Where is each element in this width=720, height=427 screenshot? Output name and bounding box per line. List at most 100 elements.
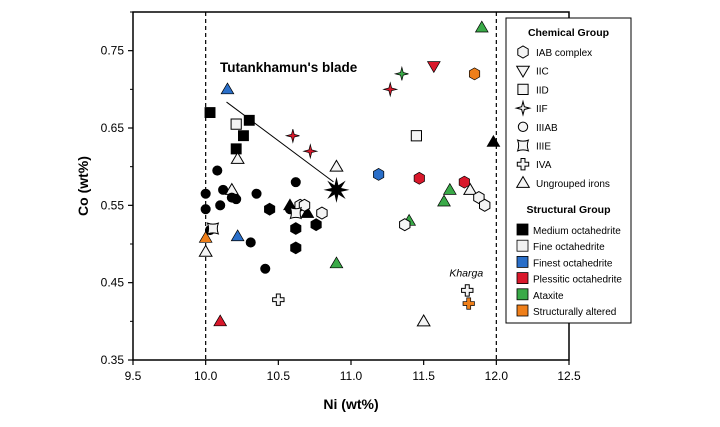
data-point (290, 222, 302, 235)
legend-structural-title: Structural Group (526, 204, 610, 216)
legend-chemical-title: Chemical Group (528, 27, 609, 39)
data-point (458, 175, 470, 189)
data-point (220, 82, 235, 95)
data-point (373, 167, 385, 181)
x-tick-label: 12.5 (557, 369, 581, 383)
data-point (399, 218, 411, 232)
data-point (461, 284, 474, 297)
data-point (213, 314, 228, 327)
x-tick-label: 10.5 (267, 369, 291, 383)
data-point (272, 293, 285, 306)
data-point (198, 230, 213, 243)
legend-item-label: IID (536, 85, 549, 96)
data-point (329, 256, 344, 269)
data-point (302, 143, 319, 160)
data-point (474, 20, 489, 33)
blade-label: Tutankhamun's blade (220, 60, 358, 75)
data-point (479, 198, 491, 212)
legend-item-label: Fine octahedrite (533, 242, 605, 253)
data-point (200, 188, 211, 199)
legend-swatch (516, 223, 529, 236)
legend-item-label: Ungrouped irons (536, 179, 610, 190)
legend-marker (516, 139, 530, 152)
x-tick-label: 11.0 (340, 369, 363, 383)
data-point (200, 204, 211, 215)
data-point (437, 194, 451, 207)
data-point (486, 134, 501, 147)
data-point (215, 200, 226, 211)
data-point (230, 118, 242, 130)
data-point (238, 130, 249, 142)
x-tick-label: 11.5 (412, 369, 435, 383)
data-point (230, 229, 245, 242)
kharga-label: Kharga (449, 267, 483, 279)
data-point (413, 171, 425, 185)
x-tick-label: 12.0 (485, 369, 509, 383)
legend-item-label: IIF (536, 104, 548, 115)
legend-item-label: Medium octahedrite (533, 226, 621, 237)
data-point (468, 67, 481, 81)
legend-swatch (516, 272, 529, 285)
data-point (289, 206, 303, 220)
data-point (298, 198, 311, 212)
y-tick-label: 0.45 (101, 276, 125, 290)
blade-pointer-line (226, 101, 334, 183)
data-point (260, 263, 271, 274)
data-point (198, 244, 213, 257)
data-point (410, 130, 422, 142)
y-tick-label: 0.55 (101, 198, 125, 212)
data-point (230, 151, 245, 164)
data-point (251, 188, 262, 199)
legend-item-label: Ataxite (533, 291, 564, 302)
legend-swatch (516, 255, 529, 268)
data-point (473, 191, 485, 205)
y-tick-label: 0.35 (101, 353, 125, 367)
legend-swatch (516, 304, 529, 317)
data-point (462, 297, 475, 310)
legend-item-label: IVA (536, 160, 552, 171)
legend-item-label: Structurally altered (533, 307, 616, 318)
legend-marker (517, 45, 529, 59)
legend-item-label: IIC (536, 67, 549, 78)
data-point (462, 182, 478, 195)
legend-item-label: IAB complex (536, 48, 592, 59)
data-point (310, 218, 322, 232)
x-axis-label: Ni (wt%) (323, 396, 378, 412)
y-tick-label: 0.75 (101, 44, 125, 58)
data-point (230, 143, 242, 155)
legend-marker (515, 65, 531, 78)
data-point (290, 177, 301, 188)
y-axis-label: Co (wt%) (75, 156, 91, 216)
data-point (300, 206, 315, 218)
data-point (416, 314, 431, 327)
y-tick-label: 0.65 (101, 121, 125, 135)
data-point (231, 194, 242, 205)
data-point (316, 206, 328, 220)
legend-marker (515, 175, 531, 188)
legend-marker (517, 83, 529, 95)
data-point (426, 61, 441, 74)
data-point (264, 202, 276, 216)
data-point (212, 165, 223, 176)
data-point (284, 129, 300, 144)
legend-item-label: IIIAB (536, 123, 558, 134)
legend-item-label: Plessitic octahedrite (533, 275, 622, 286)
data-point (204, 107, 216, 118)
legend-marker (517, 121, 529, 132)
data-point (393, 65, 409, 81)
tutankhamun-blade-marker (323, 176, 350, 203)
data-point (442, 182, 457, 195)
x-tick-label: 9.5 (125, 369, 142, 383)
data-point (329, 159, 344, 172)
data-point (206, 222, 220, 235)
data-point (382, 81, 399, 98)
legend-item-label: IIIE (536, 142, 551, 153)
data-point (290, 241, 302, 255)
legend-swatch (516, 288, 529, 301)
legend-item-label: Finest octahedrite (533, 258, 613, 269)
legend-marker (514, 99, 532, 117)
data-point (245, 237, 256, 248)
x-tick-label: 10.0 (194, 369, 218, 383)
